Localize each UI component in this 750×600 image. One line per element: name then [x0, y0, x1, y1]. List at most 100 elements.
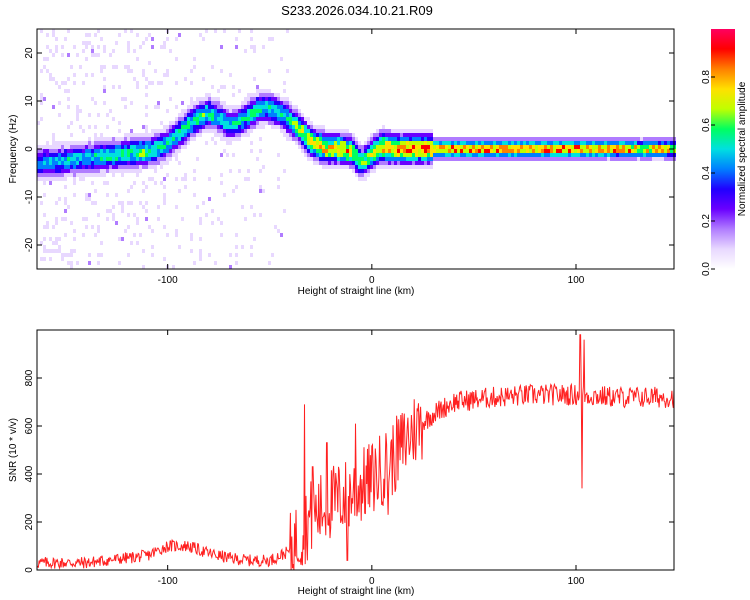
spectrogram-cell	[526, 157, 529, 161]
spectrogram-cell	[322, 161, 325, 165]
spectrogram-cell	[55, 153, 58, 157]
spectrogram-cell	[166, 37, 169, 41]
spectrogram-cell	[517, 149, 520, 153]
spectrogram-cell	[181, 125, 184, 129]
spectrogram-cell	[250, 29, 253, 33]
spectrogram-cell	[181, 145, 184, 149]
spectrogram-cell	[142, 153, 145, 157]
spectrogram-cell	[622, 149, 625, 153]
spectrogram-cell	[64, 145, 67, 149]
spectrogram-cell	[604, 149, 607, 153]
colorbar-tick-label: 0.0	[701, 262, 712, 276]
spectrogram-cell	[289, 109, 292, 113]
spectrogram-cell	[262, 189, 265, 193]
spectrogram-cell	[97, 137, 100, 141]
spectrogram-cell	[568, 141, 571, 145]
spectrogram-cell	[199, 33, 202, 37]
spectrogram-cell	[457, 137, 460, 141]
spectrogram-cell	[40, 257, 43, 261]
spectrogram-cell	[103, 149, 106, 153]
spectrogram-cell	[388, 157, 391, 161]
spectrogram-cell	[43, 245, 46, 249]
spectrogram-cell	[382, 145, 385, 149]
spectrogram-cell	[145, 201, 148, 205]
spectrogram-cell	[670, 137, 673, 141]
spectrogram-cell	[73, 161, 76, 165]
spectrogram-cell	[619, 137, 622, 141]
spectrogram-cell	[334, 145, 337, 149]
spectrogram-cell	[136, 161, 139, 165]
spectrogram-cell	[49, 153, 52, 157]
spectrogram-cell	[409, 133, 412, 137]
spectrogram-cell	[520, 153, 523, 157]
spectrogram-cell	[571, 137, 574, 141]
spectrogram-cell	[157, 145, 160, 149]
spectrogram-cell	[298, 141, 301, 145]
spectrogram-cell	[466, 137, 469, 141]
spectrogram-cell	[163, 149, 166, 153]
spectrogram-cell	[340, 153, 343, 157]
spectrogram-cell	[403, 129, 406, 133]
spectrogram-cell	[544, 153, 547, 157]
spectrogram-cell	[445, 145, 448, 149]
spectrogram-cell	[70, 169, 73, 173]
spectrogram-cell	[157, 141, 160, 145]
spectrogram-cell	[97, 141, 100, 145]
spectrogram-cell	[121, 173, 124, 177]
chart-title: S233.2026.034.10.21.R09	[281, 3, 433, 18]
spectrogram-cell	[232, 117, 235, 121]
spectrogram-cell	[178, 129, 181, 133]
spectrogram-cell	[55, 173, 58, 177]
spectrogram-cell	[604, 145, 607, 149]
spectrogram-cell	[220, 133, 223, 137]
y-tick-label: 600	[24, 417, 35, 434]
spectrogram-cell	[589, 157, 592, 161]
spectrogram-cell	[253, 45, 256, 49]
spectrogram-cell	[118, 149, 121, 153]
spectrogram-cell	[349, 149, 352, 153]
spectrogram-cell	[625, 145, 628, 149]
spectrogram-cell	[391, 137, 394, 141]
spectrogram-cell	[385, 129, 388, 133]
spectrogram-cell	[316, 137, 319, 141]
spectrogram-cell	[382, 165, 385, 169]
spectrogram-cell	[37, 165, 40, 169]
spectrogram-cell	[283, 109, 286, 113]
spectrogram-cell	[142, 181, 145, 185]
spectrogram-cell	[580, 153, 583, 157]
spectrogram-cell	[424, 141, 427, 145]
spectrogram-cell	[454, 153, 457, 157]
spectrogram-cell	[169, 121, 172, 125]
spectrogram-cell	[157, 149, 160, 153]
spectrogram-cell	[172, 133, 175, 137]
spectrogram-cell	[280, 121, 283, 125]
spectrogram-cell	[475, 153, 478, 157]
spectrogram-cell	[127, 69, 130, 73]
spectrogram-cell	[553, 153, 556, 157]
spectrogram-cell	[163, 157, 166, 161]
spectrogram-cell	[391, 157, 394, 161]
spectrogram-cell	[235, 129, 238, 133]
spectrogram-cell	[118, 157, 121, 161]
spectrogram-cell	[142, 69, 145, 73]
spectrogram-cell	[631, 157, 634, 161]
spectrogram-cell	[283, 129, 286, 133]
spectrogram-cell	[88, 149, 91, 153]
spectrogram-cell	[163, 193, 166, 197]
spectrogram-cell	[196, 129, 199, 133]
spectrogram-cell	[355, 161, 358, 165]
spectrogram-cell	[427, 137, 430, 141]
spectrogram-cell	[295, 105, 298, 109]
spectrogram-cell	[475, 137, 478, 141]
spectrogram-cell	[490, 153, 493, 157]
spectrogram-cell	[322, 153, 325, 157]
spectrogram-cell	[667, 149, 670, 153]
spectrogram-cell	[172, 265, 175, 269]
spectrogram-cell	[646, 141, 649, 145]
spectrogram-cell	[409, 153, 412, 157]
spectrogram-cell	[196, 105, 199, 109]
spectrogram-cell	[589, 141, 592, 145]
spectrogram-cell	[145, 113, 148, 117]
spectrogram-cell	[181, 109, 184, 113]
spectrogram-cell	[52, 33, 55, 37]
